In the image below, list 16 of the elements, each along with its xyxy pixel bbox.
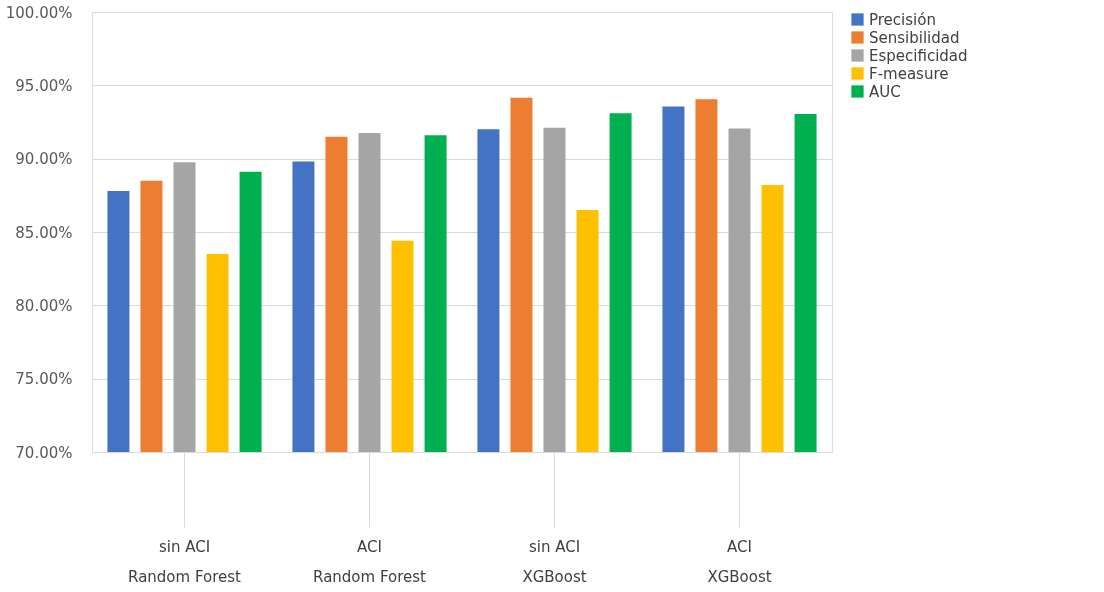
y-tick-label: 70.00% — [15, 443, 73, 462]
y-tick-label: 80.00% — [15, 296, 73, 315]
y-tick-label: 95.00% — [15, 76, 73, 95]
x-tick-label: sin ACI XGBoost — [522, 537, 587, 586]
legend-label: Sensibilidad — [869, 28, 960, 47]
legend-label: Precisión — [869, 10, 936, 29]
y-tick-label: 90.00% — [15, 150, 73, 169]
legend-label: F-measure — [869, 64, 949, 83]
legend-label: Especificidad — [869, 46, 968, 65]
y-tick-label: 85.00% — [15, 223, 73, 242]
legend-label: AUC — [869, 82, 901, 101]
x-tick-label: sin ACI Random Forest — [128, 537, 242, 586]
x-tick-label: ACI Random Forest — [313, 537, 427, 586]
y-tick-label: 75.00% — [15, 370, 73, 389]
x-tick-label: ACI XGBoost — [707, 537, 772, 586]
y-tick-label: 100.00% — [5, 3, 73, 22]
